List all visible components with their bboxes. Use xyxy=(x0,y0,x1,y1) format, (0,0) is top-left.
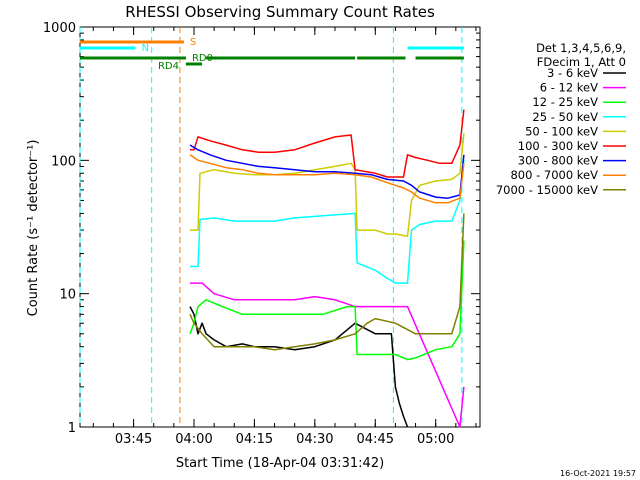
plot-layer: 1 10 100 1000 03:45 04:00 04:15 04:30 04:45 05:00… xyxy=(43,21,626,447)
y-tick-label: 10 xyxy=(59,288,76,303)
series-line xyxy=(189,154,465,204)
series-line xyxy=(189,240,465,361)
x-axis-label: Start Time (18-Apr-04 03:31:42) xyxy=(176,456,384,471)
series-line xyxy=(190,160,465,284)
flag-bar-label: RD0 xyxy=(192,53,213,64)
legend-entry-label: 6 - 12 keV xyxy=(540,81,598,95)
flag-bar-label: S xyxy=(190,37,196,48)
chart-title: RHESSI Observing Summary Count Rates xyxy=(125,3,435,21)
legend-entry-label: 100 - 300 keV xyxy=(518,139,598,153)
y-tick-label: 100 xyxy=(51,154,76,169)
flag-bar-label: RD4 xyxy=(158,61,179,72)
series-line xyxy=(190,282,465,428)
x-tick-label: 04:45 xyxy=(357,432,394,447)
legend-entry-label: 25 - 50 keV xyxy=(532,110,598,124)
y-tick-label: 1 xyxy=(68,421,76,436)
timestamp: 16-Oct-2021 19:57 xyxy=(560,469,636,478)
legend-entry-label: 12 - 25 keV xyxy=(532,95,598,109)
x-tick-label: 04:00 xyxy=(175,432,212,447)
x-tick-label: 05:00 xyxy=(417,432,454,447)
legend-entry-label: 800 - 7000 keV xyxy=(510,168,598,182)
legend-header-line-1: Det 1,3,4,5,6,9, xyxy=(536,41,626,55)
legend-entry-label: 7000 - 15000 keV xyxy=(496,183,598,197)
x-tick-label: 04:30 xyxy=(296,432,333,447)
legend-entry-label: 300 - 800 keV xyxy=(518,154,598,168)
flag-bar-label: N xyxy=(142,43,149,54)
series-line xyxy=(189,144,465,199)
y-axis-label: Count Rate (s⁻¹ detector⁻¹) xyxy=(26,140,41,317)
x-tick-label: 04:15 xyxy=(236,432,273,447)
y-tick-label: 1000 xyxy=(43,21,76,36)
legend-entry-label: 3 - 6 keV xyxy=(547,66,598,80)
legend-header-line-2: FDecim 1, Att 0 xyxy=(537,55,626,69)
series-line xyxy=(190,109,465,178)
x-tick-label: 03:45 xyxy=(115,432,152,447)
series-line xyxy=(189,213,465,351)
legend-entry-label: 50 - 100 keV xyxy=(525,124,598,138)
